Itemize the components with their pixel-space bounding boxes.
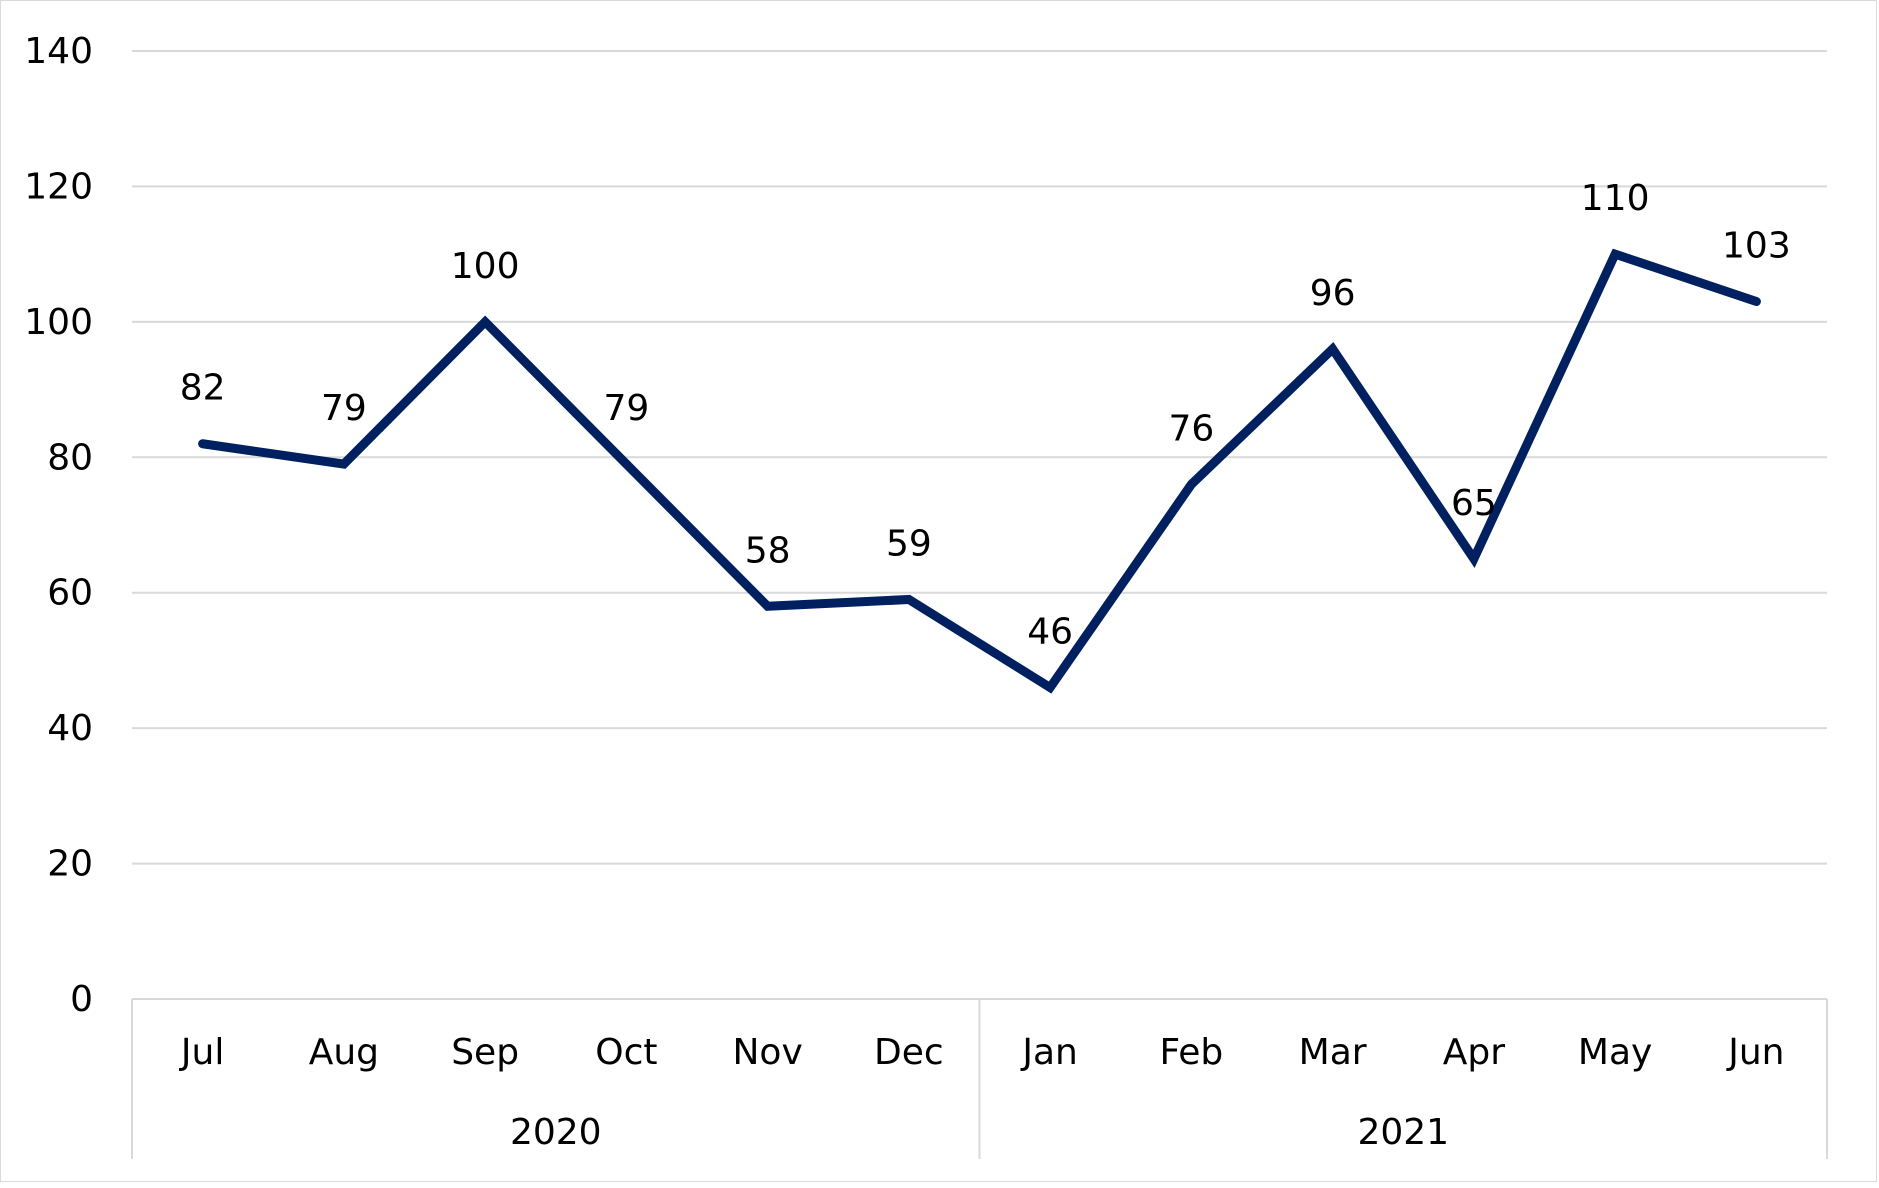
x-tick-label: Mar — [1299, 1032, 1367, 1073]
y-tick-label: 120 — [24, 166, 93, 207]
y-tick-label: 80 — [47, 437, 93, 478]
x-tick-label: May — [1578, 1032, 1652, 1073]
series — [203, 254, 1757, 688]
x-tick-label: Oct — [595, 1032, 657, 1073]
data-labels: 82 79 100 79 58 59 46 76 96 65 110 103 — [180, 178, 1791, 652]
x-axis-tick-labels: Jul Aug Sep Oct Nov Dec Jan Feb Mar Apr May Jun — [179, 1032, 1785, 1073]
y-tick-label: 40 — [47, 708, 93, 749]
y-axis-tick-labels: 0 20 40 60 80 100 120 140 — [24, 31, 93, 1020]
x-group-label: 2021 — [1357, 1112, 1449, 1153]
x-tick-label: Dec — [874, 1032, 944, 1073]
x-tick-label: Jun — [1726, 1032, 1784, 1073]
data-label: 79 — [321, 388, 367, 429]
data-label: 82 — [180, 368, 226, 409]
x-axis — [132, 999, 1827, 1159]
gridlines — [132, 51, 1827, 864]
x-tick-label: Jan — [1020, 1032, 1078, 1073]
y-tick-label: 140 — [24, 31, 93, 72]
x-tick-label: Nov — [732, 1032, 802, 1073]
x-tick-label: Sep — [451, 1032, 519, 1073]
y-tick-label: 60 — [47, 573, 93, 614]
x-tick-label: Feb — [1160, 1032, 1224, 1073]
x-tick-label: Aug — [309, 1032, 379, 1073]
data-label: 103 — [1722, 226, 1791, 267]
series-line — [203, 254, 1757, 687]
data-label: 46 — [1027, 612, 1073, 653]
data-label: 65 — [1451, 483, 1497, 524]
data-label: 59 — [886, 523, 932, 564]
y-tick-label: 20 — [47, 844, 93, 885]
x-group-label: 2020 — [510, 1112, 602, 1153]
data-label: 110 — [1581, 178, 1650, 219]
data-label: 100 — [451, 246, 520, 287]
y-tick-label: 100 — [24, 302, 93, 343]
y-tick-label: 0 — [70, 979, 93, 1020]
data-label: 96 — [1310, 273, 1356, 314]
x-tick-label: Jul — [179, 1032, 224, 1073]
x-tick-label: Apr — [1443, 1032, 1505, 1073]
data-label: 76 — [1168, 408, 1214, 449]
data-label: 58 — [745, 530, 791, 571]
data-label: 79 — [603, 388, 649, 429]
